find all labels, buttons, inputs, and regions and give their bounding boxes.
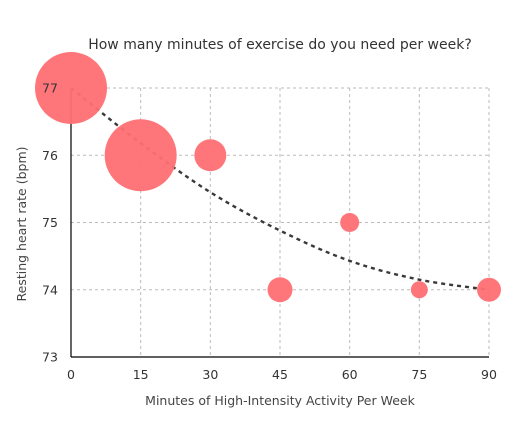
y-tick-label-74: 74 — [42, 282, 58, 297]
x-axis-label: Minutes of High-Intensity Activity Per W… — [145, 393, 415, 408]
y-tick-label-73: 73 — [42, 350, 58, 365]
y-axis-label: Resting heart rate (bpm) — [14, 147, 29, 302]
bubble-point-0 — [35, 52, 107, 124]
x-tick-label-75: 75 — [411, 367, 427, 382]
bubble-point-6 — [477, 277, 501, 302]
y-tick-label-76: 76 — [42, 148, 58, 163]
tick-labels: 0 15 30 45 60 75 90 73 74 75 76 77 — [42, 81, 497, 383]
x-tick-label-45: 45 — [272, 367, 288, 382]
y-tick-label-77: 77 — [42, 81, 58, 96]
bubble-point-3 — [267, 277, 293, 303]
x-tick-label-60: 60 — [342, 367, 358, 382]
bubble-point-2 — [194, 139, 227, 172]
bubble-point-1 — [104, 119, 177, 192]
x-tick-label-90: 90 — [481, 367, 497, 382]
chart-title: How many minutes of exercise do you need… — [88, 37, 472, 53]
x-tick-label-30: 30 — [202, 367, 218, 382]
x-tick-label-0: 0 — [67, 367, 75, 382]
y-tick-label-75: 75 — [42, 215, 58, 230]
x-tick-label-15: 15 — [133, 367, 149, 382]
bubble-point-4 — [340, 213, 360, 232]
axes — [70, 88, 489, 358]
bubble-layer — [35, 52, 501, 303]
bubble-point-5 — [410, 281, 428, 299]
